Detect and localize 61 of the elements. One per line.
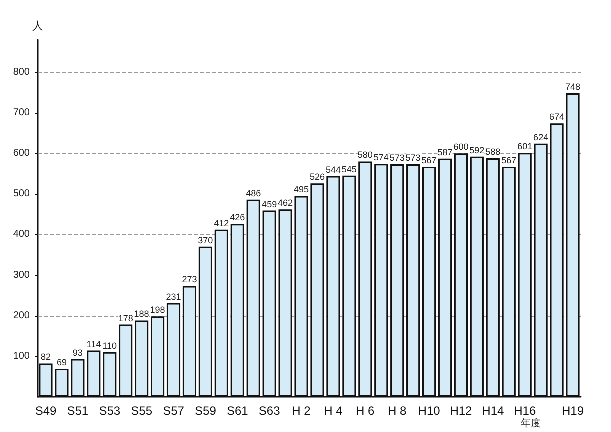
x-tick-label: H 4: [324, 404, 344, 418]
x-tick-label: H14: [482, 404, 504, 418]
data-label: 592: [470, 145, 485, 156]
data-label: 587: [438, 147, 453, 158]
data-label: 412: [214, 218, 230, 228]
x-tick-label: H 8: [388, 404, 407, 418]
data-label: 370: [198, 235, 214, 246]
x-tick-label: H19: [562, 404, 584, 418]
y-tick-label: 100: [13, 350, 30, 362]
data-label: 462: [278, 198, 294, 208]
data-label: 82: [40, 352, 51, 362]
data-label: 600: [454, 142, 469, 152]
data-label: 573: [390, 153, 405, 164]
data-label: 93: [72, 348, 83, 358]
data-label: 178: [118, 313, 134, 324]
x-axis-title: 年度: [521, 418, 541, 430]
x-tick-label: H10: [418, 404, 441, 418]
data-label: 426: [230, 212, 246, 223]
x-tick-label: S49: [35, 404, 57, 418]
data-label: 198: [150, 305, 166, 316]
data-label: 624: [534, 132, 549, 142]
x-tick-label: S63: [258, 404, 281, 418]
x-tick-label: H 6: [356, 404, 376, 418]
x-tick-label: S59: [195, 404, 217, 418]
data-label: 69: [56, 358, 67, 368]
data-label: 526: [310, 172, 325, 182]
y-tick-label: 500: [13, 188, 30, 200]
data-label: 114: [86, 339, 102, 350]
data-label: 601: [518, 142, 533, 152]
y-tick-label: 200: [13, 310, 30, 322]
data-label: 567: [422, 155, 437, 166]
data-label: 567: [502, 155, 517, 166]
data-label: 231: [166, 292, 182, 302]
data-label: 545: [342, 164, 357, 174]
data-label: 486: [246, 188, 262, 198]
x-tick-label: S55: [131, 404, 153, 418]
data-label: 580: [358, 150, 373, 160]
y-tick-label: 800: [13, 66, 30, 78]
data-label: 574: [374, 152, 389, 163]
data-label: 573: [406, 153, 421, 164]
x-tick-label: H12: [450, 404, 473, 418]
data-label: 544: [326, 164, 341, 175]
x-tick-label: S61: [226, 404, 249, 418]
data-label: 588: [486, 146, 501, 157]
y-tick-label: 600: [13, 148, 30, 160]
y-tick-label: 300: [13, 270, 30, 281]
data-label: 273: [182, 274, 198, 285]
y-tick-label: 700: [13, 108, 30, 119]
x-tick-label: H 2: [292, 404, 312, 418]
x-tick-label: S57: [163, 404, 185, 418]
y-tick-label: 400: [13, 229, 30, 240]
data-label: 188: [134, 309, 150, 320]
data-label: 674: [550, 112, 565, 122]
x-tick-label: S53: [99, 404, 121, 418]
data-label: 748: [566, 82, 581, 92]
data-label: 110: [102, 340, 118, 351]
data-label: 459: [262, 199, 278, 210]
x-tick-label: S51: [67, 404, 89, 418]
y-axis-title: 人: [32, 20, 44, 32]
data-label: 495: [294, 184, 310, 195]
x-tick-label: H16: [514, 404, 536, 418]
